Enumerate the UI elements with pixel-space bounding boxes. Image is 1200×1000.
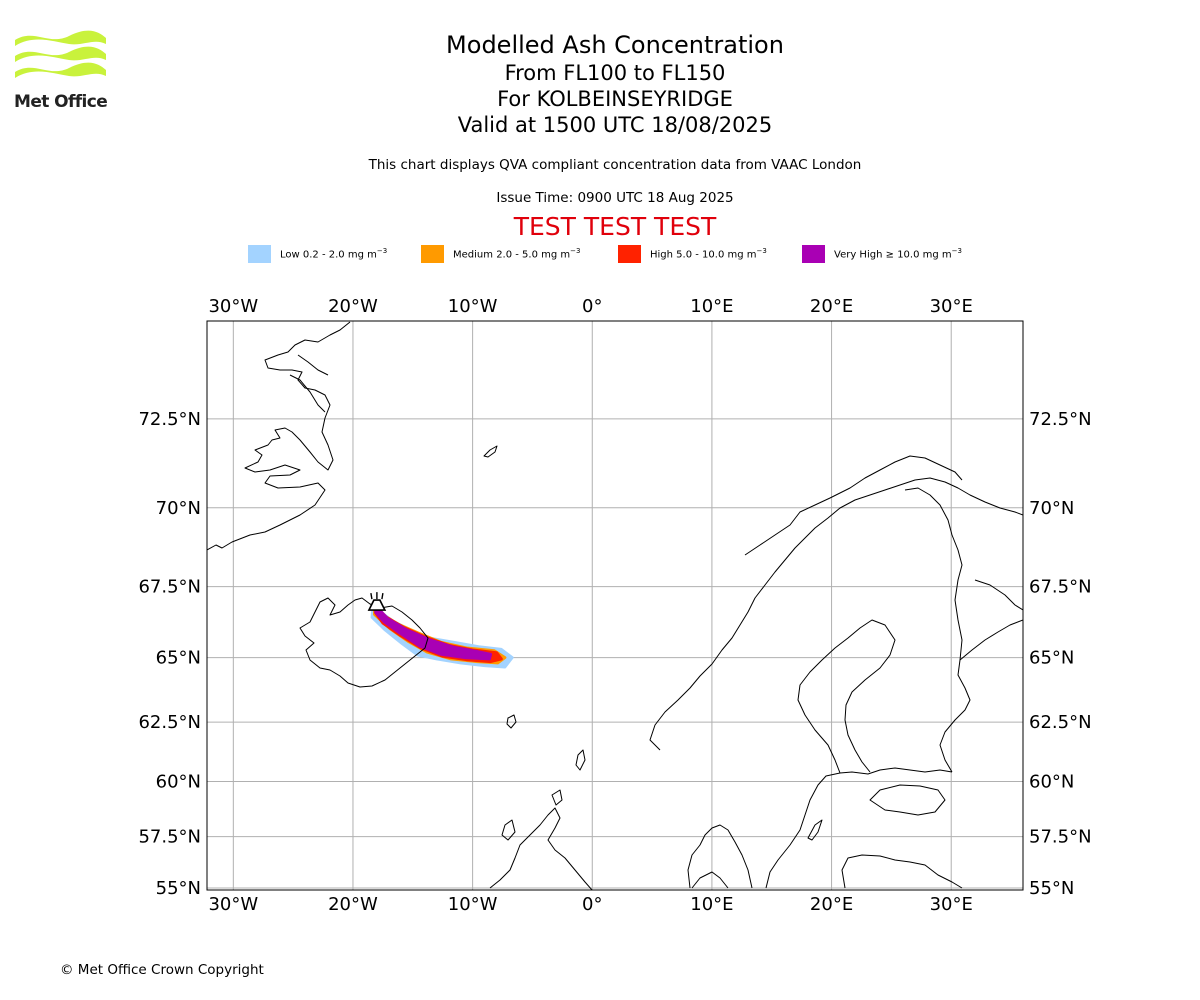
legend-label-medium: Medium 2.0 - 5.0 mg m−3 [453, 247, 581, 261]
volcano-location: For KOLBEINSEYRIDGE [497, 87, 733, 111]
lat-tick-label-left: 57.5°N [138, 827, 201, 848]
coast-denmark [691, 871, 729, 889]
legend-item-medium: Medium 2.0 - 5.0 mg m−3 [421, 244, 581, 264]
lon-tick-label-top: 10°E [690, 296, 733, 317]
coast-faroe [506, 714, 517, 729]
legend: Low 0.2 - 2.0 mg m−3 Medium 2.0 - 5.0 mg… [0, 244, 1200, 264]
lat-tick-label-left: 62.5°N [138, 712, 201, 733]
logo-wave-2 [15, 46, 106, 62]
lat-tick-label-right: 67.5°N [1029, 577, 1092, 598]
legend-label-low: Low 0.2 - 2.0 mg m−3 [280, 247, 388, 261]
lat-tick-label-left: 55°N [156, 878, 201, 899]
legend-swatch-high [618, 245, 641, 263]
coastlines [207, 321, 1023, 890]
issue-time: Issue Time: 0900 UTC 18 Aug 2025 [496, 190, 734, 206]
lon-tick-label-bottom: 10°E [690, 894, 733, 915]
lat-tick-label-right: 57.5°N [1029, 827, 1092, 848]
lat-tick-label-left: 67.5°N [138, 577, 201, 598]
coast-hebrides [501, 819, 516, 841]
copyright: © Met Office Crown Copyright [60, 962, 264, 978]
coast-norway-fjords [744, 455, 963, 556]
lon-tick-label-bottom: 30°W [208, 894, 258, 915]
lat-tick-label-left: 70°N [156, 498, 201, 519]
coast-greenland-fjord-2 [297, 354, 329, 376]
met-office-logo [15, 30, 106, 78]
lon-tick-label-bottom: 30°E [930, 894, 973, 915]
ash-plume [370, 602, 514, 669]
coast-greenland-fjord-1 [289, 374, 326, 413]
coast-baltic [841, 854, 963, 889]
lon-tick-label-bottom: 20°E [810, 894, 853, 915]
lon-tick-label-top: 20°W [328, 296, 378, 317]
legend-label-very-high: Very High ≥ 10.0 mg m−3 [834, 247, 962, 261]
legend-item-low: Low 0.2 - 2.0 mg m−3 [248, 244, 387, 264]
lon-tick-label-top: 10°W [448, 296, 498, 317]
logo-wave-3 [15, 62, 106, 78]
lon-tick-label-top: 30°W [208, 296, 258, 317]
legend-swatch-medium [421, 245, 444, 263]
legend-label-high: High 5.0 - 10.0 mg m−3 [650, 247, 767, 261]
chart-title: Modelled Ash Concentration [446, 31, 784, 59]
chart-subtitle: This chart displays QVA compliant concen… [368, 157, 862, 173]
lon-tick-label-top: 0° [582, 296, 602, 317]
logo-wordmark: Met Office [14, 92, 108, 112]
lon-tick-label-top: 30°E [930, 296, 973, 317]
coast-greenland [207, 321, 351, 551]
volcano-plume-lines [370, 592, 384, 600]
lon-tick-label-bottom: 20°W [328, 894, 378, 915]
legend-swatch-very-high [802, 245, 825, 263]
valid-time: Valid at 1500 UTC 18/08/2025 [457, 113, 773, 137]
lat-tick-label-left: 65°N [156, 648, 201, 669]
lat-tick-label-right: 60°N [1029, 772, 1074, 793]
logo-wave-1 [15, 30, 106, 46]
coast-finland-east [904, 487, 963, 661]
coast-iceland [299, 597, 429, 688]
axis-tick-labels: 30°W 30°W 20°W 20°W 10°W 10°W 0° 0° 10°E 10°E 20°E… [138, 296, 1091, 915]
coast-russia [974, 579, 1023, 611]
lon-tick-label-bottom: 0° [582, 894, 602, 915]
coast-estonia [869, 784, 946, 816]
legend-item-very-high: Very High ≥ 10.0 mg m−3 [802, 244, 962, 264]
coast-scandinavia [687, 619, 1023, 889]
volcano-icon [367, 599, 387, 611]
map-content [207, 321, 1023, 890]
title-block: Modelled Ash Concentration From FL100 to… [315, 30, 915, 138]
coast-scotland [489, 807, 593, 890]
lon-tick-label-bottom: 10°W [448, 894, 498, 915]
flight-levels: From FL100 to FL150 [504, 61, 726, 85]
coast-shetland [575, 749, 586, 771]
volcano-symbol [367, 592, 387, 611]
lat-tick-label-left: 60°N [156, 772, 201, 793]
lat-tick-label-right: 72.5°N [1029, 409, 1092, 430]
coast-gulf-bothnia [797, 619, 896, 774]
coast-jan-mayen [483, 445, 498, 458]
coast-gotland [807, 819, 823, 841]
coast-orkney [551, 789, 563, 806]
lat-tick-label-left: 72.5°N [138, 409, 201, 430]
lat-tick-label-right: 55°N [1029, 878, 1074, 899]
test-banner: TEST TEST TEST [513, 212, 717, 241]
gridlines [207, 321, 1023, 890]
map-frame [206, 320, 1024, 891]
lat-tick-label-right: 62.5°N [1029, 712, 1092, 733]
ash-region-very-high [374, 605, 493, 661]
lat-tick-label-right: 65°N [1029, 648, 1074, 669]
legend-item-high: High 5.0 - 10.0 mg m−3 [618, 244, 767, 264]
lon-tick-label-top: 20°E [810, 296, 853, 317]
lat-tick-label-right: 70°N [1029, 498, 1074, 519]
coast-norway-west [649, 477, 1023, 751]
legend-swatch-low [248, 245, 271, 263]
